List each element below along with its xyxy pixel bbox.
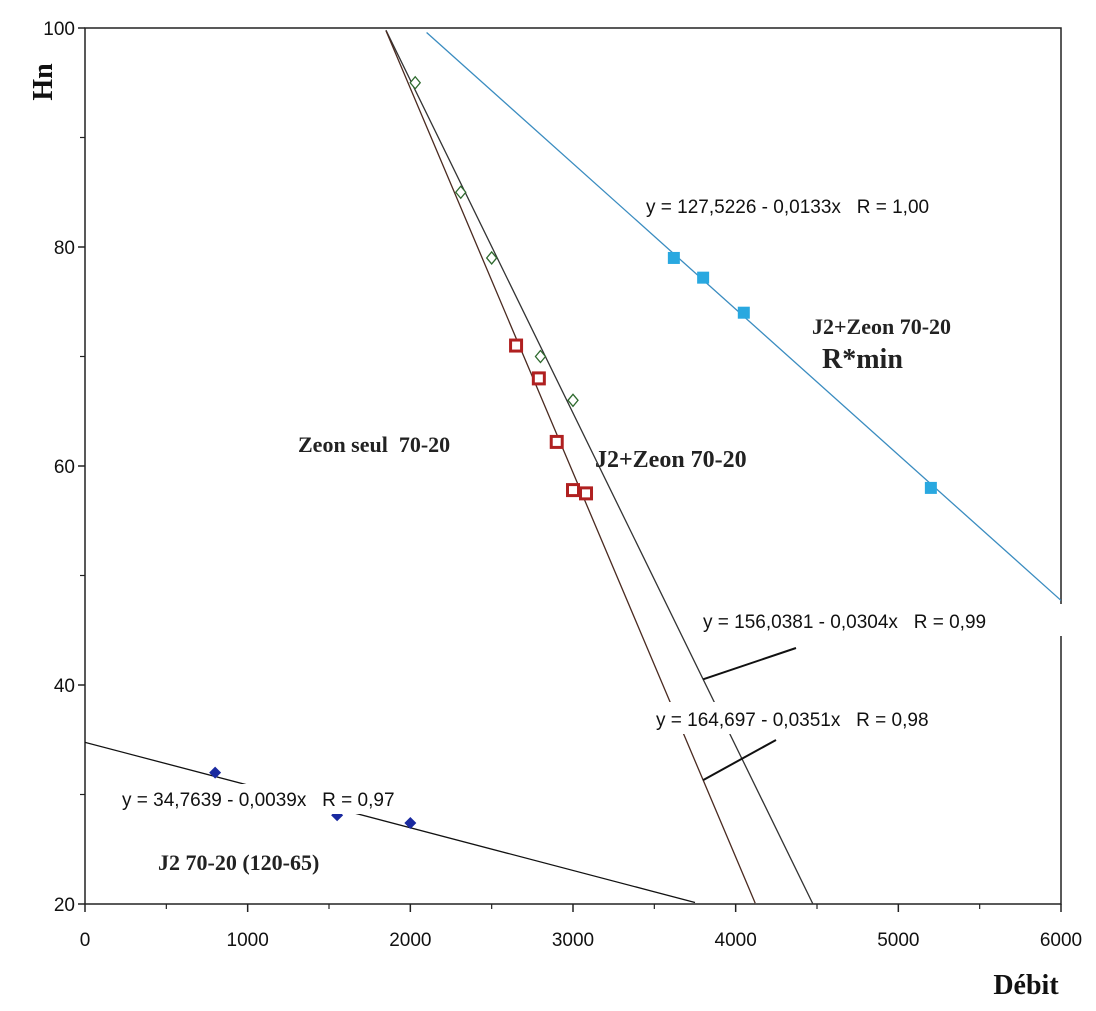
trend-line-j2 [85, 741, 696, 904]
equation-label-bg [640, 189, 1040, 221]
data-point [697, 271, 710, 284]
equation-label-j2: y = 34,7639 - 0,0039x R = 0,97 [122, 790, 395, 811]
x-tick-label: 1000 [227, 930, 269, 951]
series-label-j2: J2 70-20 (120-65) [158, 850, 319, 875]
trend-line-zeon-seul [385, 30, 756, 904]
data-point [737, 306, 750, 319]
y-tick-label: 100 [43, 19, 75, 40]
data-point [924, 481, 937, 494]
equation-label-bg [650, 702, 1040, 734]
y-tick-label: 80 [54, 238, 75, 259]
axis-ticks: 0 1000 2000 3000 4000 5000 6000 20 40 60 80 100 [43, 19, 1082, 951]
x-tick-label: 0 [80, 930, 91, 951]
data-point [549, 434, 564, 449]
data-point [209, 766, 222, 779]
data-point [567, 393, 579, 408]
data-point [579, 486, 594, 501]
x-axis-title: Débit [993, 970, 1059, 1001]
y-tick-label: 40 [54, 676, 75, 697]
plot-area [84, 27, 1062, 905]
equation-leader-line [702, 647, 797, 681]
data-point [531, 371, 546, 386]
series-label-j2-zeon-rmin: J2+Zeon 70-20 [812, 314, 951, 339]
x-tick-label: 6000 [1040, 930, 1082, 951]
equation-label-j2-zeon-rmin: y = 127,5226 - 0,0133x R = 1,00 [646, 197, 929, 218]
data-point [667, 251, 680, 264]
x-tick-label: 3000 [552, 930, 594, 951]
data-point [509, 338, 524, 353]
x-tick-label: 2000 [389, 930, 431, 951]
data-point [404, 816, 417, 829]
equation-label-zeon-seul: y = 164,697 - 0,0351x R = 0,98 [656, 710, 929, 731]
data-point [454, 185, 467, 200]
trend-line-j2-zeon [385, 29, 814, 904]
series-sublabel-rmin: R*min [822, 344, 903, 375]
data-point [534, 349, 547, 364]
equation-leader-lines [702, 647, 797, 781]
series-label-j2-zeon: J2+Zeon 70-20 [595, 447, 747, 473]
data-markers [209, 75, 937, 829]
equation-label-bg [698, 604, 1094, 636]
x-tick-label: 5000 [877, 930, 919, 951]
data-point [566, 483, 580, 498]
data-point [485, 250, 498, 265]
y-tick-label: 60 [54, 457, 75, 478]
y-tick-label: 20 [54, 895, 75, 916]
y-axis-title: Hn [28, 63, 59, 101]
equation-label-j2-zeon: y = 156,0381 - 0,0304x R = 0,99 [703, 612, 986, 633]
equation-label-bg [118, 784, 498, 814]
x-tick-label: 4000 [715, 930, 757, 951]
equation-leader-line [702, 739, 777, 781]
data-point [409, 75, 422, 90]
series-label-zeon-seul: Zeon seul 70-20 [298, 432, 450, 457]
